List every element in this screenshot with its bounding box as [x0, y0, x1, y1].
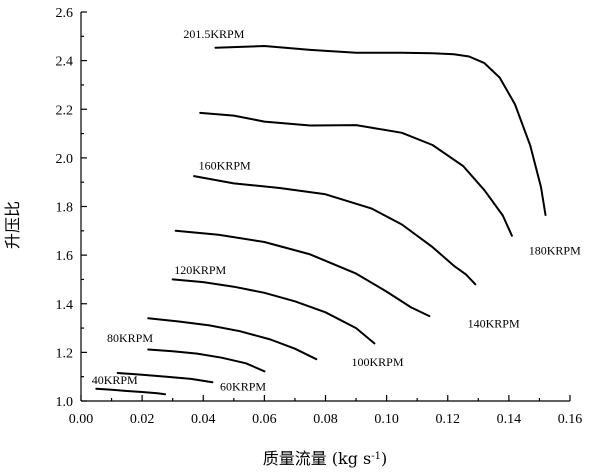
x-tick-label: 0.14: [497, 412, 522, 427]
x-axis-ticks: 0.00 0.02 0.04 0.06 0.08 0.10 0.12 0.14 0.16: [69, 395, 583, 427]
y-tick-label: 1.2: [56, 346, 74, 361]
speed-line-labels: 40KRPM 60KRPM 80KRPM 100KRPM 120KRPM 140KRPM 1…: [92, 27, 581, 394]
y-tick-label: 2.0: [56, 152, 74, 167]
x-tick-label: 0.16: [558, 412, 583, 427]
speed-line-60krpm: [116, 372, 214, 384]
speed-line-120krpm: [171, 278, 376, 345]
speed-line-curves: [95, 45, 547, 396]
x-tick-label: 0.08: [313, 412, 338, 427]
speed-line-40krpm: [95, 387, 166, 396]
speed-line-160krpm: [193, 175, 477, 286]
x-tick-label: 0.00: [69, 412, 94, 427]
series-label: 160KRPM: [199, 158, 251, 172]
y-tick-label: 2.6: [56, 6, 74, 21]
speed-line-201-5krpm: [214, 45, 547, 216]
series-label: 120KRPM: [174, 263, 226, 277]
y-tick-label: 1.6: [56, 249, 74, 264]
x-tick-label: 0.10: [374, 412, 399, 427]
x-tick-label: 0.12: [436, 412, 461, 427]
series-label: 140KRPM: [468, 316, 520, 330]
series-label: 60KRPM: [220, 380, 266, 394]
speed-line-100krpm: [147, 317, 318, 361]
x-tick-label: 0.06: [252, 412, 277, 427]
series-label: 100KRPM: [351, 355, 403, 369]
y-tick-label: 2.2: [56, 103, 74, 118]
series-label: 40KRPM: [92, 373, 138, 387]
speed-line-180krpm: [199, 111, 513, 237]
y-tick-label: 2.4: [56, 55, 74, 70]
x-tick-label: 0.04: [191, 412, 216, 427]
series-label: 201.5KRPM: [183, 27, 244, 41]
speed-line-140krpm: [174, 229, 431, 318]
y-tick-label: 1.8: [56, 201, 74, 216]
series-label: 80KRPM: [107, 331, 153, 345]
x-axis-title: 质量流量 (kg s-1): [263, 449, 388, 468]
speed-line-80krpm: [147, 348, 266, 373]
y-tick-label: 1.0: [56, 395, 74, 410]
series-label: 180KRPM: [529, 243, 581, 257]
x-tick-label: 0.02: [130, 412, 155, 427]
y-tick-label: 1.4: [56, 298, 74, 313]
y-axis-title: 升压比: [3, 201, 22, 249]
y-axis-ticks: 1.0 1.2 1.4 1.6 1.8 2.0 2.2 2.4 2.6: [56, 6, 87, 410]
